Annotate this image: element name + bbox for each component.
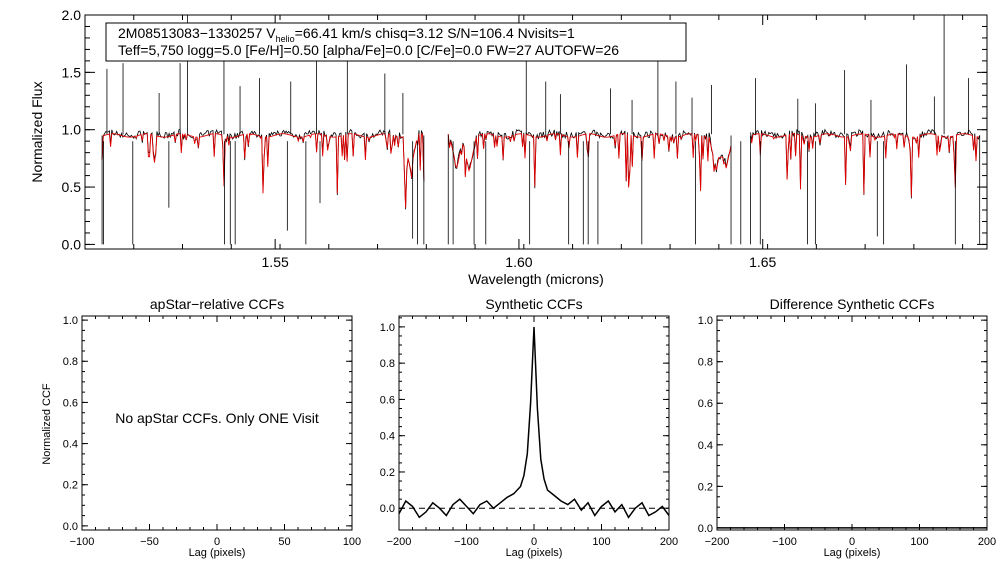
spectrum-panel: 1.55 1.60 1.65 0.0 0.5 1.0 1.5 2.0 2M08513083−1… xyxy=(29,7,988,287)
synthetic-ccf-y-tick-label: 0.2 xyxy=(380,467,395,479)
spectrum-frame xyxy=(84,14,988,250)
synthetic-ccf-x-tick-label: −200 xyxy=(387,536,412,548)
difference-ccf-y-tick-label: 0.2 xyxy=(698,481,713,493)
spectrum-y-tick-label: 1.0 xyxy=(62,122,82,138)
synthetic-ccf-y-tick-label: 0.4 xyxy=(380,431,395,443)
difference-ccf-x-tick-label: 100 xyxy=(910,536,928,548)
apstar-ccf-y-label: Normalized CCF xyxy=(41,383,53,465)
synthetic-ccf-title: Synthetic CCFs xyxy=(485,296,582,312)
difference-ccf-x-label: Lag (pixels) xyxy=(824,547,881,559)
info-line-1: 2M08513083−1330257 Vhelio=66.41 km/s chi… xyxy=(118,25,575,44)
spectrum-y-tick-label: 1.5 xyxy=(62,64,82,80)
difference-ccf-x-tick-label: 0 xyxy=(849,536,855,548)
apstar-ccf-x-label: Lag (pixels) xyxy=(189,547,246,559)
apstar-ccf-y-tick-label: 0.8 xyxy=(63,356,78,368)
synthetic-ccf-y-tick-label: 0.8 xyxy=(380,358,395,370)
spectrum-y-tick-label: 2.0 xyxy=(62,7,82,23)
difference-ccf-x-tick-label: 200 xyxy=(978,536,996,548)
difference-ccf-x-tick-label: −100 xyxy=(772,536,797,548)
difference-ccf-x-tick-label: −200 xyxy=(705,536,730,548)
synthetic-ccf-x-label: Lag (pixels) xyxy=(506,547,563,559)
apstar-ccf-x-tick-label: −50 xyxy=(140,536,159,548)
difference-ccf-y-tick-label: 0.4 xyxy=(698,440,713,452)
spectrum-y-label: Normalized Flux xyxy=(29,81,45,182)
apstar-ccf-x-tick-label: −100 xyxy=(70,536,95,548)
info-box-frame xyxy=(105,22,687,62)
synthetic-ccf-ticks: −200 −100 0 100 200 0.0 0.2 0.4 0.6 0.8 1.0 xyxy=(380,316,678,548)
synthetic-ccf-y-tick-label: 1.0 xyxy=(380,322,395,334)
model-spectrum-chip-3 xyxy=(750,133,980,197)
apstar-ccf-message: No apStar CCFs. Only ONE Visit xyxy=(115,410,319,426)
difference-ccf-y-tick-label: 0.8 xyxy=(698,357,713,369)
difference-ccf-title: Difference Synthetic CCFs xyxy=(770,296,935,312)
apstar-ccf-x-tick-label: 50 xyxy=(278,536,290,548)
synthetic-ccf-y-tick-label: 0.0 xyxy=(380,503,395,515)
difference-ccf-y-tick-label: 0.0 xyxy=(698,523,713,535)
difference-ccf-y-tick-label: 0.6 xyxy=(698,398,713,410)
difference-ccf-ticks: −200 −100 0 100 200 0.0 0.2 0.4 0.6 0.8 1.0 xyxy=(698,315,996,548)
spectrum-y-tick-label: 0.0 xyxy=(62,236,82,252)
apstar-ccf-y-tick-label: 0.6 xyxy=(63,397,78,409)
model-spectrum-chip-1 xyxy=(101,132,425,208)
model-spectrum-chip-2 xyxy=(447,133,732,192)
synthetic-ccf-line xyxy=(398,326,670,519)
spectrum-x-label: Wavelength (microns) xyxy=(468,271,604,287)
apstar-ccf-ticks: −100 −50 0 50 100 0.0 0.2 0.4 0.6 0.8 1.0 xyxy=(63,315,361,548)
spectrum-x-tick-label: 1.55 xyxy=(262,254,289,270)
spectrum-x-tick-label: 1.60 xyxy=(505,254,532,270)
spectrum-x-tick-label: 1.65 xyxy=(749,254,776,270)
synthetic-ccf-x-tick-label: 200 xyxy=(660,536,678,548)
apstar-ccf-x-tick-label: 100 xyxy=(343,536,361,548)
spectrum-y-tick-label: 0.5 xyxy=(62,179,82,195)
apstar-ccf-x-tick-label: 0 xyxy=(214,536,220,548)
spectrum-series xyxy=(101,15,981,245)
apstar-ccf-y-tick-label: 0.0 xyxy=(63,521,78,533)
synthetic-ccf-x-tick-label: 0 xyxy=(531,536,537,548)
difference-ccf-panel: −200 −100 0 100 200 0.0 0.2 0.4 0.6 0.8 1.0 Differ… xyxy=(698,296,996,559)
apstar-ccf-panel: −100 −50 0 50 100 0.0 0.2 0.4 0.6 0.8 1.0 apStar−r… xyxy=(41,296,361,559)
synthetic-ccf-x-tick-label: 100 xyxy=(592,536,610,548)
apstar-ccf-y-tick-label: 0.2 xyxy=(63,480,78,492)
apstar-ccf-y-tick-label: 1.0 xyxy=(63,315,78,327)
synthetic-ccf-x-tick-label: −100 xyxy=(454,536,479,548)
apstar-ccf-y-tick-label: 0.4 xyxy=(63,439,78,451)
synthetic-ccf-y-tick-label: 0.6 xyxy=(380,394,395,406)
synthetic-ccf-panel: −200 −100 0 100 200 0.0 0.2 0.4 0.6 0.8 1.0 Synthe… xyxy=(380,296,678,559)
spectrum-info-box: 2M08513083−1330257 Vhelio=66.41 km/s chi… xyxy=(105,22,687,62)
difference-ccf-y-tick-label: 1.0 xyxy=(698,315,713,327)
info-line-2: Teff=5,750 logg=5.0 [Fe/H]=0.50 [alpha/F… xyxy=(118,42,619,58)
spectrum-ticks: 1.55 1.60 1.65 0.0 0.5 1.0 1.5 2.0 xyxy=(62,7,987,270)
apstar-ccf-title: apStar−relative CCFs xyxy=(150,296,284,312)
synthetic-ccf-series xyxy=(398,326,670,519)
